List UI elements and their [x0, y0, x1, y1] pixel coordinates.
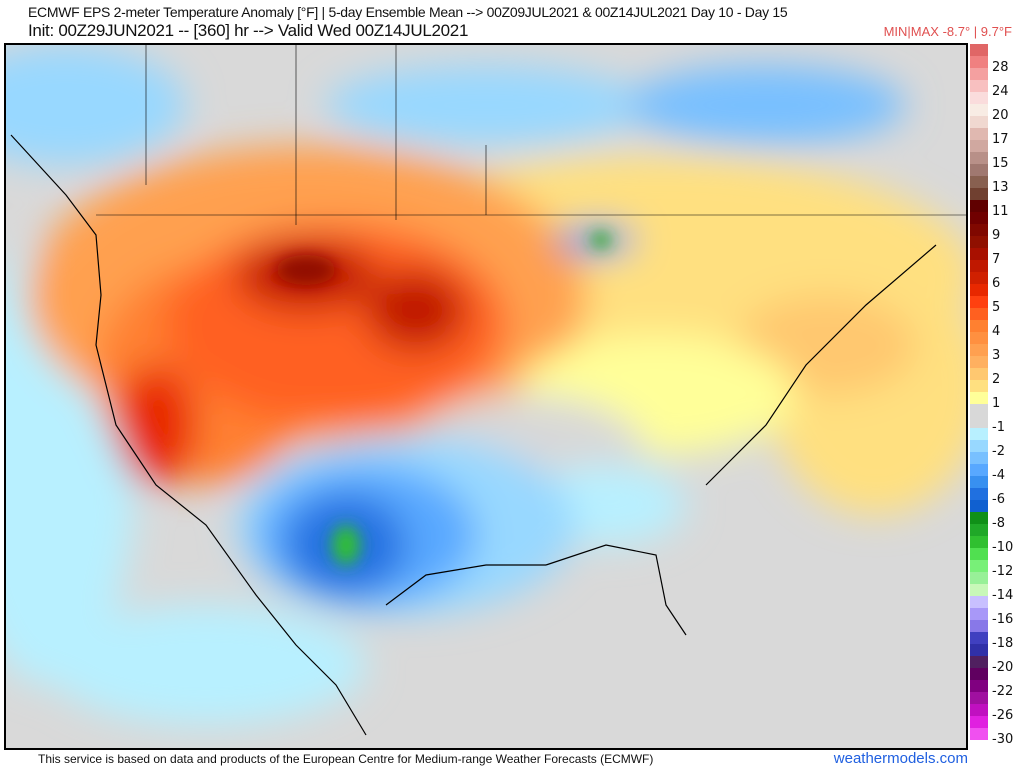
legend-swatch — [970, 200, 988, 212]
legend-label: -10 — [992, 540, 1014, 555]
legend-swatch — [970, 464, 988, 476]
legend-label: 5 — [992, 300, 1001, 315]
map-title: ECMWF EPS 2-meter Temperature Anomaly [°… — [28, 4, 788, 20]
legend-swatch — [970, 332, 988, 344]
legend-label: 6 — [992, 276, 1001, 291]
legend-label: 20 — [992, 108, 1009, 123]
legend-label: 15 — [992, 156, 1009, 171]
legend-label: 7 — [992, 252, 1001, 267]
legend-label: 9 — [992, 228, 1001, 243]
legend-label: 3 — [992, 348, 1001, 363]
legend-swatch — [970, 488, 988, 500]
legend-swatch — [970, 368, 988, 380]
footer-disclaimer: This service is based on data and produc… — [38, 752, 654, 766]
legend-swatch — [970, 428, 988, 440]
legend-label: 2 — [992, 372, 1001, 387]
legend-label: -22 — [992, 684, 1014, 699]
legend-swatch — [970, 80, 988, 92]
legend-swatch — [970, 224, 988, 236]
legend-swatch — [970, 128, 988, 140]
legend-swatch — [970, 320, 988, 332]
legend-swatch — [970, 140, 988, 152]
legend-swatch — [970, 152, 988, 164]
legend-swatch — [970, 236, 988, 248]
legend-label: 1 — [992, 396, 1001, 411]
legend-swatch — [970, 560, 988, 572]
legend-swatch — [970, 500, 988, 512]
legend-swatch — [970, 584, 988, 596]
legend-swatch — [970, 632, 988, 644]
legend-label: -1 — [992, 420, 1005, 435]
legend-swatch — [970, 404, 988, 416]
legend-label: 28 — [992, 60, 1009, 75]
legend-swatch — [970, 212, 988, 224]
legend-swatch — [970, 344, 988, 356]
min-max-readout: MIN|MAX -8.7° | 9.7°F — [883, 24, 1012, 39]
legend-label: -8 — [992, 516, 1005, 531]
legend-swatch — [970, 56, 988, 68]
legend-swatch — [970, 536, 988, 548]
legend-swatch — [970, 380, 988, 392]
legend-label: -4 — [992, 468, 1005, 483]
legend-label: -6 — [992, 492, 1005, 507]
coastlines — [10, 45, 966, 736]
legend-label: 11 — [992, 204, 1009, 219]
legend-swatch — [970, 728, 988, 740]
legend-swatch — [970, 692, 988, 704]
legend-swatch — [970, 452, 988, 464]
legend-swatch — [970, 68, 988, 80]
legend-swatch — [970, 308, 988, 320]
legend-label: -18 — [992, 636, 1014, 651]
legend-label: 4 — [992, 324, 1001, 339]
legend-swatch — [970, 440, 988, 452]
legend-swatch — [970, 176, 988, 188]
legend-label: -30 — [992, 732, 1014, 747]
legend-swatch — [970, 704, 988, 716]
legend-swatch — [970, 356, 988, 368]
legend-label: 24 — [992, 84, 1009, 99]
map-subtitle: Init: 00Z29JUN2021 -- [360] hr --> Valid… — [28, 21, 469, 40]
legend-swatch — [970, 116, 988, 128]
legend-label: 13 — [992, 180, 1009, 195]
legend-swatch — [970, 260, 988, 272]
legend-label: -2 — [992, 444, 1005, 459]
site-link[interactable]: weathermodels.com — [833, 750, 968, 767]
legend-swatch — [970, 188, 988, 200]
legend-swatch — [970, 596, 988, 608]
legend-swatch — [970, 620, 988, 632]
legend-swatch — [970, 272, 988, 284]
legend-swatch — [970, 44, 988, 56]
color-legend — [970, 44, 988, 740]
legend-swatch — [970, 392, 988, 404]
legend-swatch — [970, 164, 988, 176]
legend-swatch — [970, 668, 988, 680]
legend-swatch — [970, 476, 988, 488]
legend-label: -26 — [992, 708, 1014, 723]
legend-swatch — [970, 248, 988, 260]
legend-swatch — [970, 656, 988, 668]
anomaly-map — [4, 43, 968, 750]
legend-swatch — [970, 572, 988, 584]
legend-swatch — [970, 296, 988, 308]
legend-swatch — [970, 416, 988, 428]
legend-swatch — [970, 608, 988, 620]
legend-label: -20 — [992, 660, 1014, 675]
anomaly-field — [6, 45, 966, 736]
legend-swatch — [970, 680, 988, 692]
legend-swatch — [970, 512, 988, 524]
legend-label: -12 — [992, 564, 1014, 579]
legend-swatch — [970, 644, 988, 656]
legend-swatch — [970, 716, 988, 728]
legend-swatch — [970, 92, 988, 104]
legend-label: -14 — [992, 588, 1014, 603]
legend-swatch — [970, 524, 988, 536]
legend-label: -16 — [992, 612, 1014, 627]
legend-swatch — [970, 284, 988, 296]
legend-label: 17 — [992, 132, 1009, 147]
legend-swatch — [970, 104, 988, 116]
legend-swatch — [970, 548, 988, 560]
